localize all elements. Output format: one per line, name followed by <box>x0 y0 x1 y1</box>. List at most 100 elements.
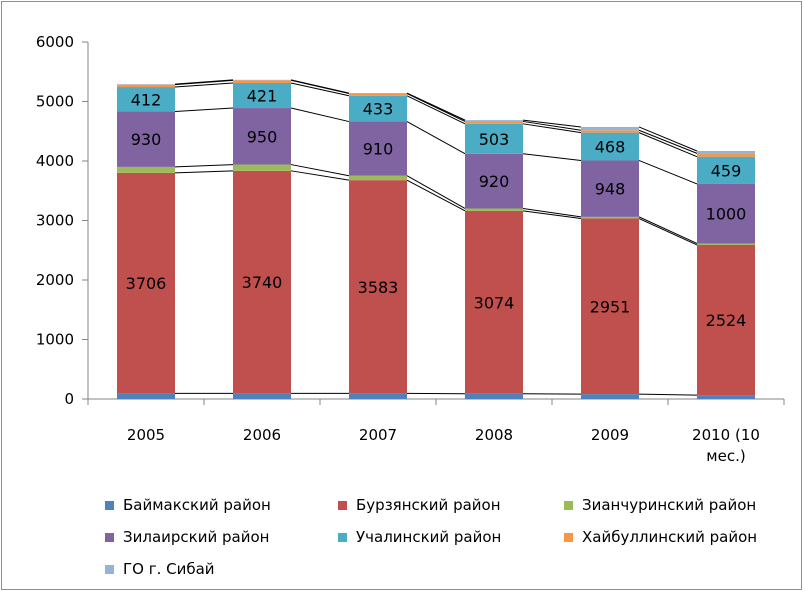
bar-segment <box>349 121 407 176</box>
bar-segment <box>581 130 639 133</box>
x-tick-label: 2005 <box>127 426 165 444</box>
bar-segment <box>233 82 291 109</box>
bar-segment <box>465 121 523 124</box>
legend-item: Баймакский район <box>105 496 271 514</box>
y-tick-label: 6000 <box>36 33 74 51</box>
legend-label: Зианчуринский район <box>582 496 757 514</box>
bar-segment <box>233 79 291 81</box>
data-label: 459 <box>711 161 742 180</box>
data-label: 3740 <box>242 273 283 292</box>
bar-segment <box>117 111 175 167</box>
series-line <box>406 95 466 125</box>
bar-segment <box>349 93 407 96</box>
y-tick-label: 1000 <box>36 331 74 349</box>
series-line <box>638 126 698 152</box>
bar-segment <box>581 126 639 131</box>
series-line <box>638 160 698 185</box>
legend-swatch <box>105 564 114 574</box>
bar-segment <box>697 243 755 245</box>
bar-segment <box>117 393 175 399</box>
series-line <box>406 92 466 121</box>
series-line <box>522 119 582 128</box>
bar-segment <box>697 151 755 154</box>
bar-segment <box>117 166 175 173</box>
legend-label: Баймакский район <box>123 496 271 514</box>
y-tick-label: 3000 <box>36 212 74 230</box>
bar-segment <box>581 160 639 217</box>
bar-segment <box>465 153 523 209</box>
data-label: 421 <box>247 87 278 106</box>
data-label: 948 <box>595 180 626 199</box>
legend-item: Бурзянский район <box>338 496 501 514</box>
legend-swatch <box>105 532 114 542</box>
legend-label: Хайбуллинский район <box>582 528 758 546</box>
data-labels: 3706 3740 3583 3074 2951 2524 930 950 910 920 948 1… <box>126 87 747 331</box>
bar-segment <box>233 393 291 399</box>
data-label: 468 <box>595 138 626 157</box>
series-line <box>638 393 698 396</box>
data-label: 2524 <box>706 311 747 330</box>
bar-segment <box>117 172 175 394</box>
series-line <box>290 164 350 177</box>
y-axis: 0 1000 2000 3000 4000 5000 6000 <box>36 33 89 408</box>
bar-segment <box>697 244 755 396</box>
data-label: 3583 <box>358 278 399 297</box>
legend-label: Зилаирский район <box>123 528 270 546</box>
bar-segment <box>349 180 407 394</box>
bar-segment <box>581 394 639 399</box>
series-line <box>290 79 350 94</box>
series-line <box>406 175 466 209</box>
bar-segment <box>697 395 755 399</box>
series-line <box>174 107 234 113</box>
bars <box>117 79 755 399</box>
data-label: 3074 <box>474 293 515 312</box>
series-line <box>638 216 698 244</box>
x-axis: 2005 2006 2007 2008 2009 2010 (10 мес.) <box>87 398 785 465</box>
legend-item: ГО г. Сибай <box>105 560 215 578</box>
legend-item: Зилаирский район <box>105 528 269 546</box>
bar-segment <box>233 80 291 83</box>
series-line <box>290 82 350 97</box>
data-label: 412 <box>131 90 162 109</box>
bar-segment <box>581 218 639 395</box>
data-label: 1000 <box>706 205 747 224</box>
bar-segment <box>697 153 755 157</box>
data-label: 2951 <box>590 297 631 316</box>
series-line <box>406 179 466 212</box>
series-line <box>406 121 466 155</box>
bar-segment <box>465 120 523 122</box>
series-line <box>174 79 234 85</box>
bar-segment <box>465 210 523 394</box>
legend-item: Учалинский район <box>338 528 501 546</box>
legend-swatch <box>564 532 573 542</box>
series-lines <box>174 79 698 396</box>
legend-item: Хайбуллинский район <box>564 528 757 546</box>
bar-segment <box>117 84 175 85</box>
y-tick-label: 4000 <box>36 152 74 170</box>
bar-segment <box>465 123 523 154</box>
bar-segment <box>697 156 755 184</box>
bar-segment <box>233 164 291 171</box>
series-line <box>638 218 698 246</box>
bar-segment <box>233 108 291 165</box>
legend-swatch <box>564 500 573 510</box>
data-label: 503 <box>479 130 510 149</box>
y-tick-label: 0 <box>64 390 74 408</box>
series-line <box>406 93 466 122</box>
series-line <box>522 210 582 220</box>
data-label: 3706 <box>126 274 167 293</box>
legend-label: ГО г. Сибай <box>123 560 215 578</box>
series-line <box>522 120 582 131</box>
y-tick-label: 5000 <box>36 93 74 111</box>
x-tick-label: 2006 <box>243 426 281 444</box>
legend-swatch <box>338 500 347 510</box>
y-tick-label: 2000 <box>36 271 74 289</box>
data-label: 433 <box>363 100 394 119</box>
bar-segment <box>117 84 175 88</box>
bar-segment <box>349 393 407 399</box>
series-line <box>174 82 234 88</box>
data-label: 950 <box>247 127 278 146</box>
bar-segment <box>349 95 407 122</box>
series-line <box>522 153 582 161</box>
